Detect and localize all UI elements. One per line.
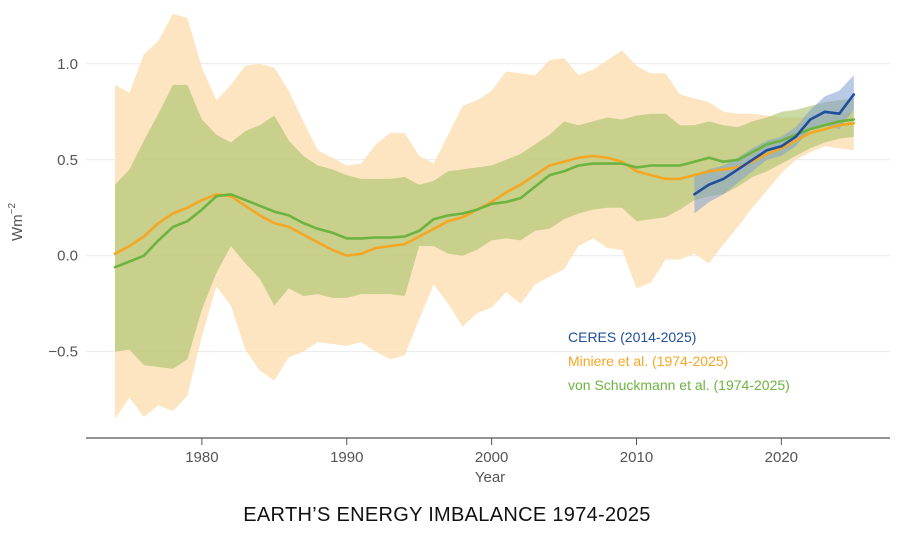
x-axis-label: Year xyxy=(475,469,505,486)
y-tick-label: 1.0 xyxy=(57,56,78,73)
y-tick-label: 0.5 xyxy=(57,152,78,169)
line-ceres xyxy=(693,93,856,196)
y-axis-label: Wm−2 xyxy=(7,203,26,241)
chart-title: EARTH’S ENERGY IMBALANCE 1974-2025 xyxy=(243,504,650,526)
x-tick-label: 2000 xyxy=(475,449,508,466)
legend: CERES (2014-2025) Miniere et al. (1974-2… xyxy=(568,329,790,393)
uncertainty-bands xyxy=(115,13,854,419)
x-tick-label: 1990 xyxy=(330,449,363,466)
legend-entry-schuckmann: von Schuckmann et al. (1974-2025) xyxy=(568,377,790,393)
legend-entry-miniere: Miniere et al. (1974-2025) xyxy=(568,353,728,369)
series-lines xyxy=(113,93,856,269)
x-tick-label: 2010 xyxy=(620,449,653,466)
x-tick-label: 1980 xyxy=(185,449,218,466)
y-tick-label: 0.0 xyxy=(57,248,78,265)
band-ceres xyxy=(694,75,854,214)
line-schuckmann xyxy=(113,118,856,269)
y-axis-label-base: Wm xyxy=(9,214,26,241)
x-tick-label: 2020 xyxy=(765,449,798,466)
axes: 1.0 0.5 0.0 −0.5 1980 1990 2000 2010 2020 xyxy=(48,56,890,466)
y-axis-label-exp: −2 xyxy=(7,203,18,215)
band-schuckmann xyxy=(115,84,854,369)
legend-entry-ceres: CERES (2014-2025) xyxy=(568,329,696,345)
y-tick-label: −0.5 xyxy=(48,344,78,361)
